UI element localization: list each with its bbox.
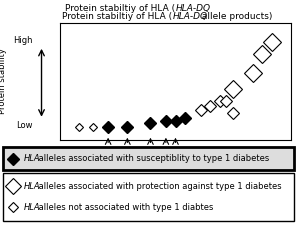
Text: HLA: HLA <box>23 182 40 191</box>
Text: Protein stability: Protein stability <box>0 48 7 114</box>
Text: Protein stabiltiy of HLA (: Protein stabiltiy of HLA ( <box>65 4 176 13</box>
Text: HLA-DQ: HLA-DQ <box>172 12 208 21</box>
Text: alleles associated with protection against type 1 diabetes: alleles associated with protection again… <box>37 182 282 191</box>
Text: alleles associated with susceptiblity to type 1 diabetes: alleles associated with susceptiblity to… <box>37 154 270 163</box>
Text: High: High <box>13 36 32 45</box>
Text: alleles not associated with type 1 diabtes: alleles not associated with type 1 diabt… <box>37 203 214 212</box>
Text: HLA-DQ: HLA-DQ <box>176 4 211 13</box>
Text: Low: Low <box>16 121 32 130</box>
Text: allele products): allele products) <box>199 12 272 21</box>
Text: Protein stabiltiy of HLA (: Protein stabiltiy of HLA ( <box>62 12 172 21</box>
Text: HLA: HLA <box>23 154 40 163</box>
Text: HLA: HLA <box>23 203 40 212</box>
